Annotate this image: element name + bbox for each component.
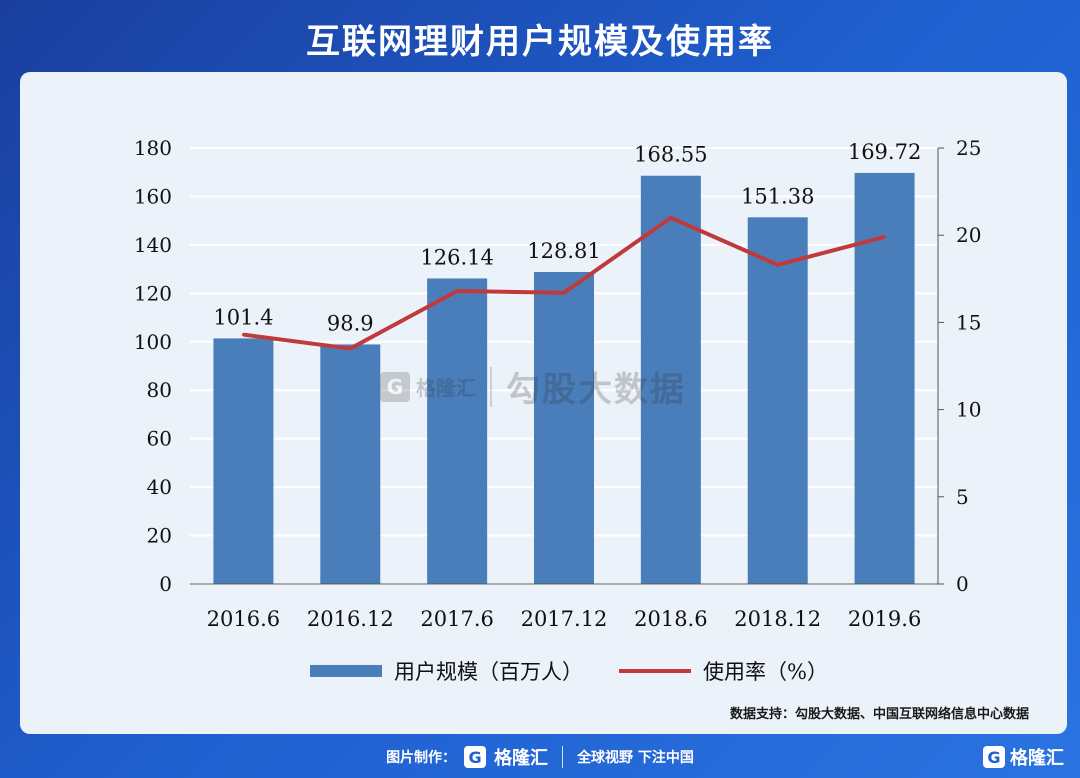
bar-value-label: 101.4 — [213, 305, 273, 329]
chart-title: 互联网理财用户规模及使用率 — [306, 22, 774, 62]
x-tick-label: 2017.12 — [521, 607, 608, 631]
watermark-g-icon: G — [380, 371, 410, 402]
usage-rate-point — [883, 235, 887, 239]
bar-value-label: 126.14 — [420, 245, 493, 269]
y-left-tick-label: 40 — [147, 475, 172, 499]
y-right-tick-label: 5 — [956, 485, 969, 509]
bar-value-label: 169.72 — [848, 140, 921, 164]
y-left-tick-label: 140 — [134, 233, 172, 257]
corner-logo: G 格隆汇 — [983, 744, 1064, 770]
y-right-tick-label: 25 — [956, 136, 981, 160]
y-right-tick-label: 10 — [956, 398, 981, 422]
footer-logo-icon: G — [464, 746, 487, 768]
y-right-tick-label: 15 — [956, 310, 981, 334]
x-tick-label: 2018.6 — [634, 607, 707, 631]
data-source: 数据支持：勾股大数据、中国互联网络信息中心数据 — [729, 707, 1029, 722]
usage-rate-point — [562, 291, 566, 295]
bar-value-label: 98.9 — [327, 311, 374, 335]
bar-2016.12 — [320, 344, 381, 584]
y-left-tick-label: 120 — [134, 281, 172, 305]
watermark-logo-text: 格隆汇 — [416, 376, 476, 400]
y-left-tick-label: 100 — [134, 330, 172, 354]
x-tick-label: 2016.6 — [207, 607, 280, 631]
legend-line-label: 使用率（%） — [703, 660, 828, 684]
bar-2017.12 — [534, 271, 594, 584]
y-right-tick-label: 0 — [956, 572, 969, 596]
usage-rate-point — [455, 289, 459, 293]
corner-logo-icon: G — [983, 746, 1005, 768]
y-right-tick-label: 20 — [956, 223, 981, 247]
bar-2017.6 — [427, 278, 488, 584]
footer: 图片制作： G 格隆汇 全球视野 下注中国 — [0, 740, 1080, 774]
x-tick-label: 2017.6 — [420, 607, 493, 631]
watermark-logo: G 格隆汇 — [380, 371, 476, 402]
y-left-tick-label: 20 — [147, 524, 172, 548]
chart-svg: 101.4 98.9 126.14 128.81 168.55 151.38 169.72 0… — [134, 136, 982, 684]
y-left-tick-label: 180 — [134, 136, 172, 160]
usage-rate-point — [669, 216, 673, 220]
bar-value-label: 151.38 — [741, 184, 814, 208]
bar-value-label: 128.81 — [527, 239, 600, 263]
watermark-text: 勾股大数据 — [506, 370, 686, 410]
legend-bar-label: 用户规模（百万人） — [394, 660, 583, 684]
bar-2018.6 — [640, 175, 701, 584]
watermark-separator — [490, 366, 492, 407]
usage-rate-point — [241, 333, 245, 337]
legend-bar-swatch — [310, 665, 382, 677]
corner-logo-text: 格隆汇 — [1010, 748, 1064, 769]
y-left-tick-label: 0 — [159, 572, 172, 596]
bar-2019.6 — [854, 172, 915, 584]
usage-rate-point — [776, 263, 780, 267]
y-left-tick-label: 60 — [147, 427, 172, 451]
usage-rate-point — [348, 347, 352, 351]
footer-brand: 格隆汇 — [494, 748, 549, 769]
x-tick-label: 2018.12 — [734, 607, 821, 631]
chart-card: 101.4 98.9 126.14 128.81 168.55 151.38 169.72 0… — [20, 72, 1067, 734]
x-tick-label: 2016.12 — [307, 607, 394, 631]
watermark: G 格隆汇 勾股大数据 — [380, 362, 686, 411]
footer-separator — [562, 746, 564, 768]
y-left-tick-label: 80 — [147, 378, 172, 402]
footer-label: 图片制作： — [386, 750, 457, 766]
bar-2018.12 — [747, 217, 808, 584]
y-left-tick-label: 160 — [134, 184, 172, 208]
bar-value-label: 168.55 — [634, 143, 707, 167]
bar-2016.6 — [213, 338, 274, 584]
x-tick-label: 2019.6 — [848, 607, 921, 631]
footer-slogan: 全球视野 下注中国 — [577, 750, 694, 766]
